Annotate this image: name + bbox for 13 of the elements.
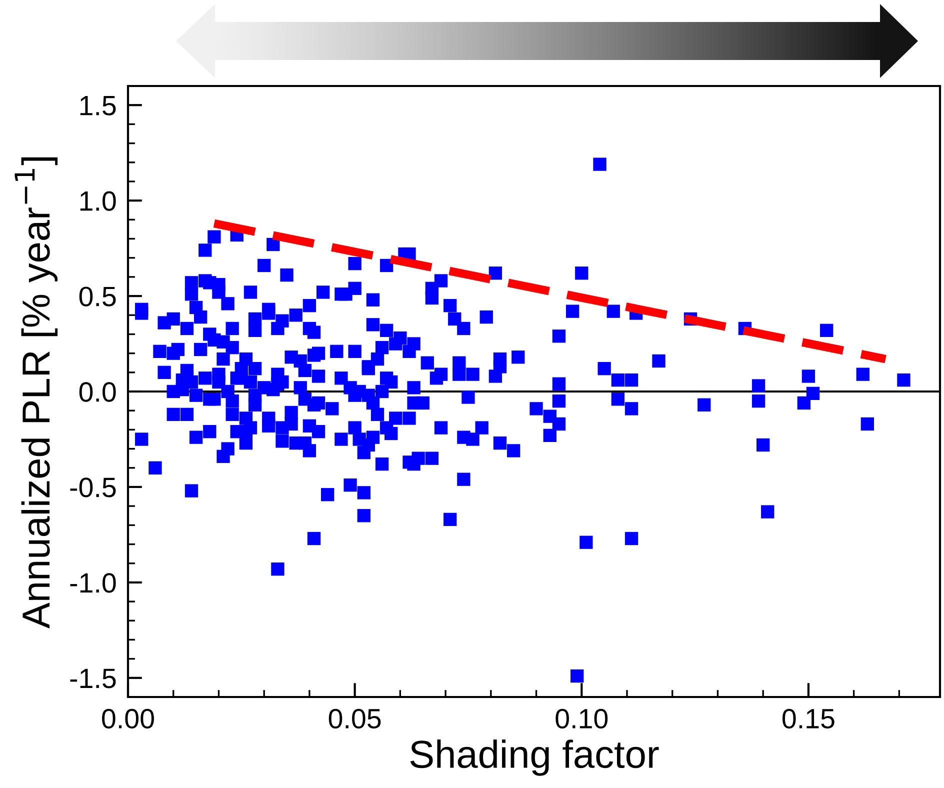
y-tick-label: -1.0 [70, 573, 116, 593]
x-tick-label: 0.00 [102, 708, 154, 729]
y-tick-label: 0.0 [79, 382, 116, 402]
y-tick-label: -1.5 [70, 668, 116, 688]
y-tick-label: 1.5 [80, 96, 116, 116]
y-tick-label: 0.5 [79, 286, 116, 306]
x-tick-label: 0.10 [556, 708, 608, 729]
x-tick-label: 0.15 [782, 708, 834, 729]
y-axis-title: Annualized PLR [% year$^{−1}$] [14, 157, 58, 628]
x-tick-label: 0.05 [328, 708, 381, 729]
y-tick-label: -0.5 [70, 478, 116, 498]
x-axis-title: Shading factor [410, 740, 659, 776]
y-tick-label: 1.0 [80, 191, 116, 211]
